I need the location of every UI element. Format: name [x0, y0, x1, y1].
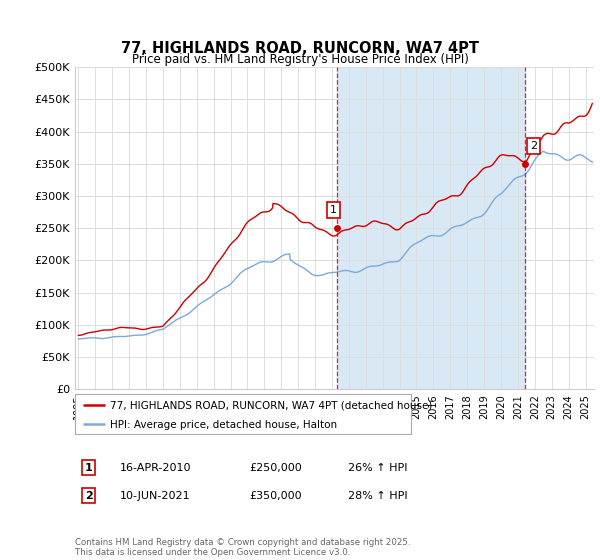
Text: £250,000: £250,000 — [249, 463, 302, 473]
Text: 28% ↑ HPI: 28% ↑ HPI — [348, 491, 407, 501]
Text: Contains HM Land Registry data © Crown copyright and database right 2025.
This d: Contains HM Land Registry data © Crown c… — [75, 538, 410, 557]
Bar — [337, 67, 526, 389]
Text: 16-APR-2010: 16-APR-2010 — [120, 463, 191, 473]
Text: 26% ↑ HPI: 26% ↑ HPI — [348, 463, 407, 473]
Text: HPI: Average price, detached house, Halton: HPI: Average price, detached house, Halt… — [110, 420, 337, 430]
Text: 77, HIGHLANDS ROAD, RUNCORN, WA7 4PT (detached house): 77, HIGHLANDS ROAD, RUNCORN, WA7 4PT (de… — [110, 401, 433, 411]
Text: 2: 2 — [85, 491, 92, 501]
Text: 2: 2 — [530, 141, 538, 151]
Text: 1: 1 — [330, 205, 337, 215]
Text: £350,000: £350,000 — [249, 491, 302, 501]
Text: 10-JUN-2021: 10-JUN-2021 — [120, 491, 191, 501]
Text: 77, HIGHLANDS ROAD, RUNCORN, WA7 4PT: 77, HIGHLANDS ROAD, RUNCORN, WA7 4PT — [121, 41, 479, 56]
Text: 1: 1 — [85, 463, 92, 473]
Text: Price paid vs. HM Land Registry's House Price Index (HPI): Price paid vs. HM Land Registry's House … — [131, 53, 469, 66]
